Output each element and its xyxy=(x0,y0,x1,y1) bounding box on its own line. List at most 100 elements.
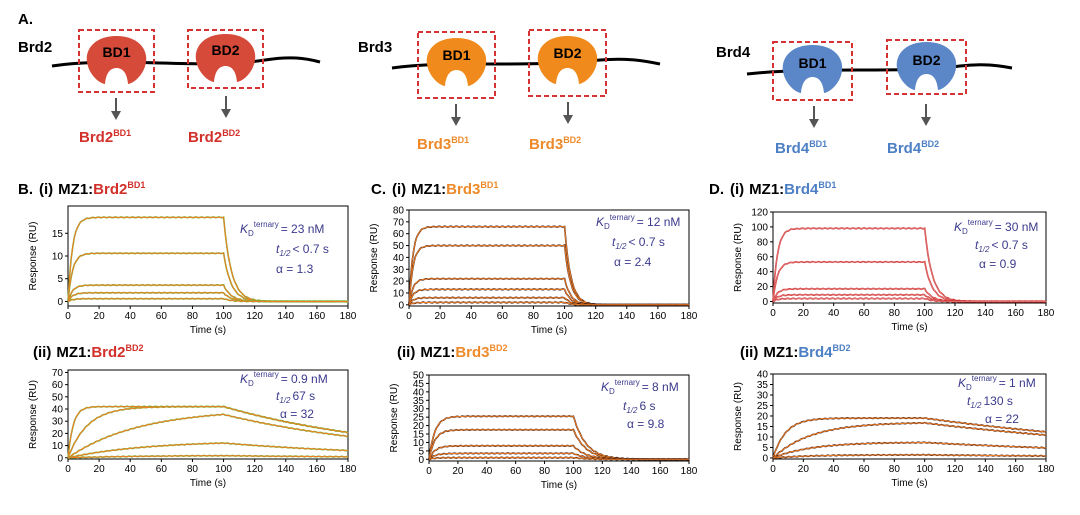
y-tick-label: 20 xyxy=(413,421,425,432)
x-tick-label: 20 xyxy=(94,311,106,322)
x-tick-label: 100 xyxy=(215,311,232,322)
brd2-bd1-text: BD1 xyxy=(102,44,130,60)
y-tick-label: 40 xyxy=(413,387,425,398)
x-tick-label: 20 xyxy=(435,311,447,322)
x-tick-label: 40 xyxy=(828,464,840,475)
x-tick-label: 20 xyxy=(798,308,810,319)
x-tick-label: 120 xyxy=(587,311,604,322)
y-tick-label: 0 xyxy=(57,453,63,464)
annot-b-ii: KDternary = 0.9 nM t1/2 67 s α = 32 xyxy=(240,370,328,421)
y-tick-label: 20 xyxy=(757,282,769,293)
x-tick-label: 80 xyxy=(539,466,551,477)
annot-c-i-kd: KDternary = 12 nM xyxy=(596,213,680,231)
x-tick-label: 100 xyxy=(556,311,573,322)
x-tick-label: 160 xyxy=(652,466,669,477)
x-tick-label: 140 xyxy=(277,311,294,322)
brd2-bd2-text: BD2 xyxy=(211,42,239,58)
y-tick-label: 40 xyxy=(52,405,64,416)
chart-brd2-bd2: 0 20 40 60 80 100 120 140 160 180010203040506070T… xyxy=(28,368,357,489)
y-tick-label: 60 xyxy=(393,229,405,240)
fit-curve xyxy=(428,457,689,460)
y-tick-label: 120 xyxy=(751,208,768,219)
fit-curve xyxy=(772,454,1046,459)
x-tick-label: 60 xyxy=(156,311,168,322)
panel-a-label: A. xyxy=(18,11,33,28)
brd4-bd2-text: BD2 xyxy=(912,52,940,68)
x-axis-label: Time (s) xyxy=(891,478,927,489)
annot-d-i: KDternary = 30 nM t1/2 < 0.7 s α = 0.9 xyxy=(954,218,1038,271)
brd2-bd2-domain xyxy=(195,34,256,82)
plot-frame xyxy=(67,205,349,307)
x-tick-label: 60 xyxy=(497,311,509,322)
x-tick-label: 160 xyxy=(650,311,667,322)
y-tick-label: 15 xyxy=(757,422,769,433)
y-tick-label: 70 xyxy=(52,368,64,379)
x-tick-label: 140 xyxy=(977,464,994,475)
y-tick-label: 0 xyxy=(57,297,63,308)
brd4-bd1-box xyxy=(772,41,853,101)
panel-b-i-title: B. (i) MZ1:Brd2BD1 xyxy=(18,180,145,198)
annot-b-ii-kd: KDternary = 0.9 nM xyxy=(240,370,328,388)
brd2-bd1-box xyxy=(78,29,155,93)
brd4-bd2-domain xyxy=(896,42,957,90)
annot-c-ii-t12: t1/2 6 s xyxy=(623,399,655,415)
annot-d-ii: KDternary = 1 nM t1/2 130 s α = 22 xyxy=(958,374,1036,426)
x-tick-label: 140 xyxy=(977,308,994,319)
y-tick-label: 0 xyxy=(418,455,424,466)
y-tick-label: 10 xyxy=(52,252,64,263)
y-axis-label: Response (RU) xyxy=(733,382,744,451)
annot-b-i-t12: t1/2 < 0.7 s xyxy=(276,242,329,258)
annot-c-i-t12: t1/2 < 0.7 s xyxy=(612,235,665,251)
y-tick-label: 100 xyxy=(751,222,768,233)
y-tick-label: 30 xyxy=(757,390,769,401)
annot-d-i-kd: KDternary = 30 nM xyxy=(954,218,1038,236)
fit-curve xyxy=(67,455,348,459)
brd3-diagram: Brd3 BD1 BD2 Brd3BD1 Brd3BD2 xyxy=(358,29,661,153)
annot-b-ii-t12: t1/2 67 s xyxy=(276,389,315,405)
x-tick-label: 160 xyxy=(1007,308,1024,319)
x-tick-label: 80 xyxy=(187,464,199,475)
y-tick-label: 10 xyxy=(52,441,64,452)
x-tick-label: 0 xyxy=(65,311,71,322)
panel-d-i-title: D. (i) MZ1:Brd4BD1 xyxy=(709,180,836,198)
y-tick-label: 50 xyxy=(52,392,64,403)
x-tick-label: 80 xyxy=(889,464,901,475)
plot-frame xyxy=(408,209,690,307)
brd2-bd2-label: Brd2BD2 xyxy=(188,128,240,146)
panel-c-i-title: C. (i) MZ1:Brd3BD1 xyxy=(371,180,498,198)
x-tick-label: 100 xyxy=(215,464,232,475)
fit-curve xyxy=(772,298,1046,302)
x-tick-label: 180 xyxy=(681,466,698,477)
y-tick-label: 25 xyxy=(413,413,425,424)
brd3-bd1-box xyxy=(417,31,496,99)
x-tick-label: 120 xyxy=(947,464,964,475)
x-tick-label: 0 xyxy=(65,464,71,475)
brd4-diagram: Brd4 BD1 BD2 Brd4BD1 Brd4BD2 xyxy=(716,39,1013,157)
chart-brd3-bd2: 0 20 40 60 80 100 120 140 160 1800510152025303540… xyxy=(389,371,698,492)
annot-b-i: KDternary = 23 nM t1/2 < 0.7 s α = 1.3 xyxy=(240,220,329,276)
y-tick-label: 40 xyxy=(757,267,769,278)
annot-d-ii-t12: t1/2 130 s xyxy=(967,394,1013,410)
y-tick-label: 15 xyxy=(413,430,425,441)
annot-b-i-alpha: α = 1.3 xyxy=(276,262,314,276)
x-axis-label: Time (s) xyxy=(190,478,226,489)
brd2-bd1-arrowhead xyxy=(111,111,121,120)
y-tick-label: 80 xyxy=(757,237,769,248)
y-tick-label: 30 xyxy=(393,265,405,276)
brd3-bd1-text: BD1 xyxy=(442,47,470,63)
y-tick-label: 60 xyxy=(757,252,769,263)
brd2-name: Brd2 xyxy=(18,39,52,56)
brd4-bd2-box xyxy=(886,39,967,95)
y-tick-label: 40 xyxy=(757,370,769,381)
brd2-diagram: Brd2 BD1 BD2 Brd2BD1 Brd2BD2 xyxy=(18,29,321,146)
fit-curve xyxy=(67,298,348,302)
x-tick-label: 20 xyxy=(452,466,464,477)
brd4-bd2-arrowhead xyxy=(921,117,931,126)
brd3-name: Brd3 xyxy=(358,39,392,56)
y-axis-label: Response (RU) xyxy=(369,224,380,293)
y-tick-label: 15 xyxy=(52,229,64,240)
brd2-bd2-arrowhead xyxy=(221,109,231,118)
x-tick-label: 80 xyxy=(528,311,540,322)
y-tick-label: 80 xyxy=(393,206,405,217)
x-tick-label: 60 xyxy=(858,464,870,475)
